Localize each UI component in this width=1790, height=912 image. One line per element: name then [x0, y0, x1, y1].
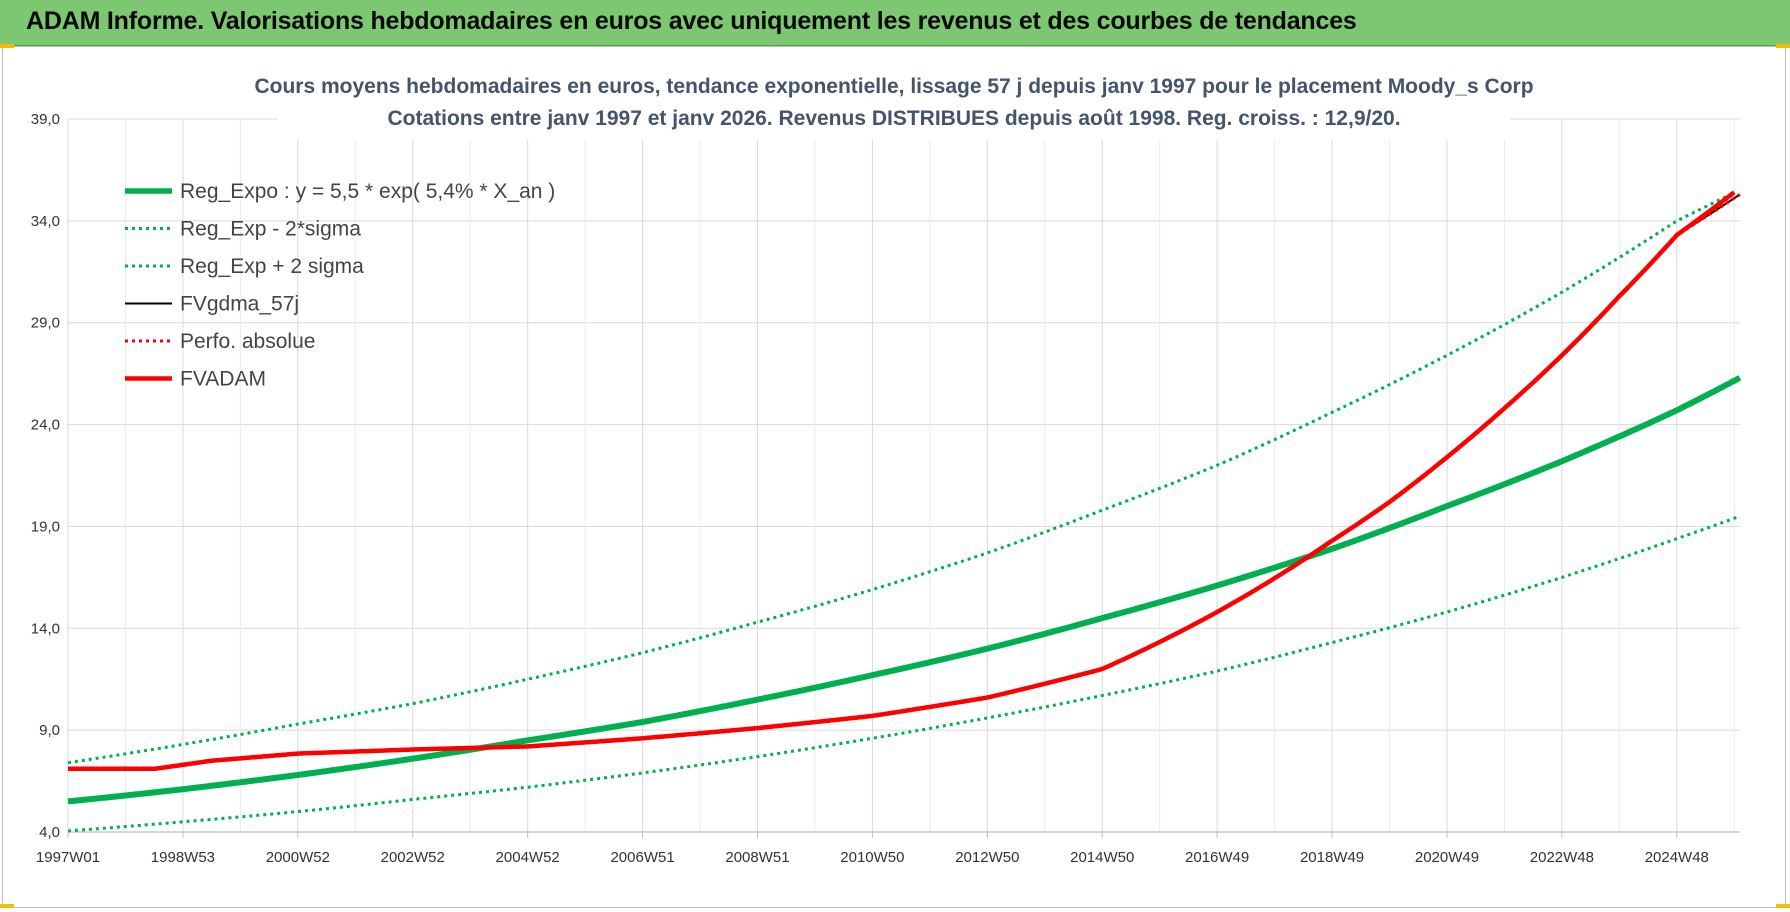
x-tick-label: 2018W49: [1300, 849, 1364, 866]
corner-marker-top-right: [1776, 44, 1790, 48]
x-tick-label: 2016W49: [1185, 849, 1249, 866]
x-tick-label: 2004W52: [496, 849, 560, 866]
corner-marker-bottom-right: [1776, 904, 1790, 908]
chart-subtitle: Cotations entre janv 1997 et janv 2026. …: [387, 107, 1400, 130]
corner-marker-bottom-left: [0, 904, 14, 908]
legend-label: Reg_Expo : y = 5,5 * exp( 5,4% * X_an ): [180, 180, 555, 203]
x-tick-label: 2022W48: [1530, 849, 1594, 866]
y-tick-label: 19,0: [31, 518, 60, 535]
y-tick-label: 9,0: [39, 722, 60, 739]
y-tick-label: 34,0: [31, 213, 60, 230]
x-tick-label: 2014W50: [1070, 849, 1134, 866]
series-layer: [66, 190, 1742, 833]
x-tick-label: 1998W53: [151, 849, 215, 866]
title-backdrop: [278, 68, 1510, 140]
report-title: ADAM Informe. Valorisations hebdomadaire…: [26, 7, 1357, 35]
report-banner: ADAM Informe. Valorisations hebdomadaire…: [0, 0, 1790, 46]
chart-frame: [2, 46, 1786, 908]
x-tick-label: 2000W52: [266, 849, 330, 866]
y-tick-label: 29,0: [31, 315, 60, 332]
y-tick-label: 24,0: [31, 417, 60, 434]
x-tick-label: 2002W52: [381, 849, 445, 866]
series-line: [67, 514, 1741, 833]
legend: Reg_Expo : y = 5,5 * exp( 5,4% * X_an ) R…: [125, 180, 555, 391]
x-tick-label: 1997W01: [36, 849, 100, 866]
x-tick-label: 2008W51: [725, 849, 789, 866]
y-tick-label: 14,0: [31, 620, 60, 637]
series-line: [68, 193, 1741, 770]
x-tick-label: 2024W48: [1645, 849, 1709, 866]
y-tick-label: 39,0: [31, 111, 60, 128]
grid-lines: [67, 118, 1740, 832]
legend-label: Reg_Exp - 2*sigma: [180, 218, 361, 241]
series-line: [67, 190, 1735, 765]
legend-label: FVgdma_57j: [180, 293, 299, 316]
series-line: [67, 193, 1741, 771]
x-tick-label: 2020W49: [1415, 849, 1479, 866]
axes: 4,0 9,0 14,0 19,0 24,0 29,0 34,0 39,0 1997W01 199…: [31, 111, 1740, 866]
legend-label: FVADAM: [180, 368, 266, 391]
corner-marker-top-left: [0, 44, 14, 48]
x-tick-label: 2006W51: [610, 849, 674, 866]
series-line: [66, 190, 1736, 772]
legend-label: Perfo. absolue: [180, 330, 315, 353]
x-tick-label: 2010W50: [840, 849, 904, 866]
y-tick-label: 4,0: [39, 824, 60, 841]
legend-label: Reg_Exp + 2 sigma: [180, 255, 364, 278]
chart-title: Cours moyens hebdomadaires en euros, ten…: [254, 75, 1533, 98]
series-line: [66, 375, 1742, 805]
x-tick-label: 2012W50: [955, 849, 1019, 866]
